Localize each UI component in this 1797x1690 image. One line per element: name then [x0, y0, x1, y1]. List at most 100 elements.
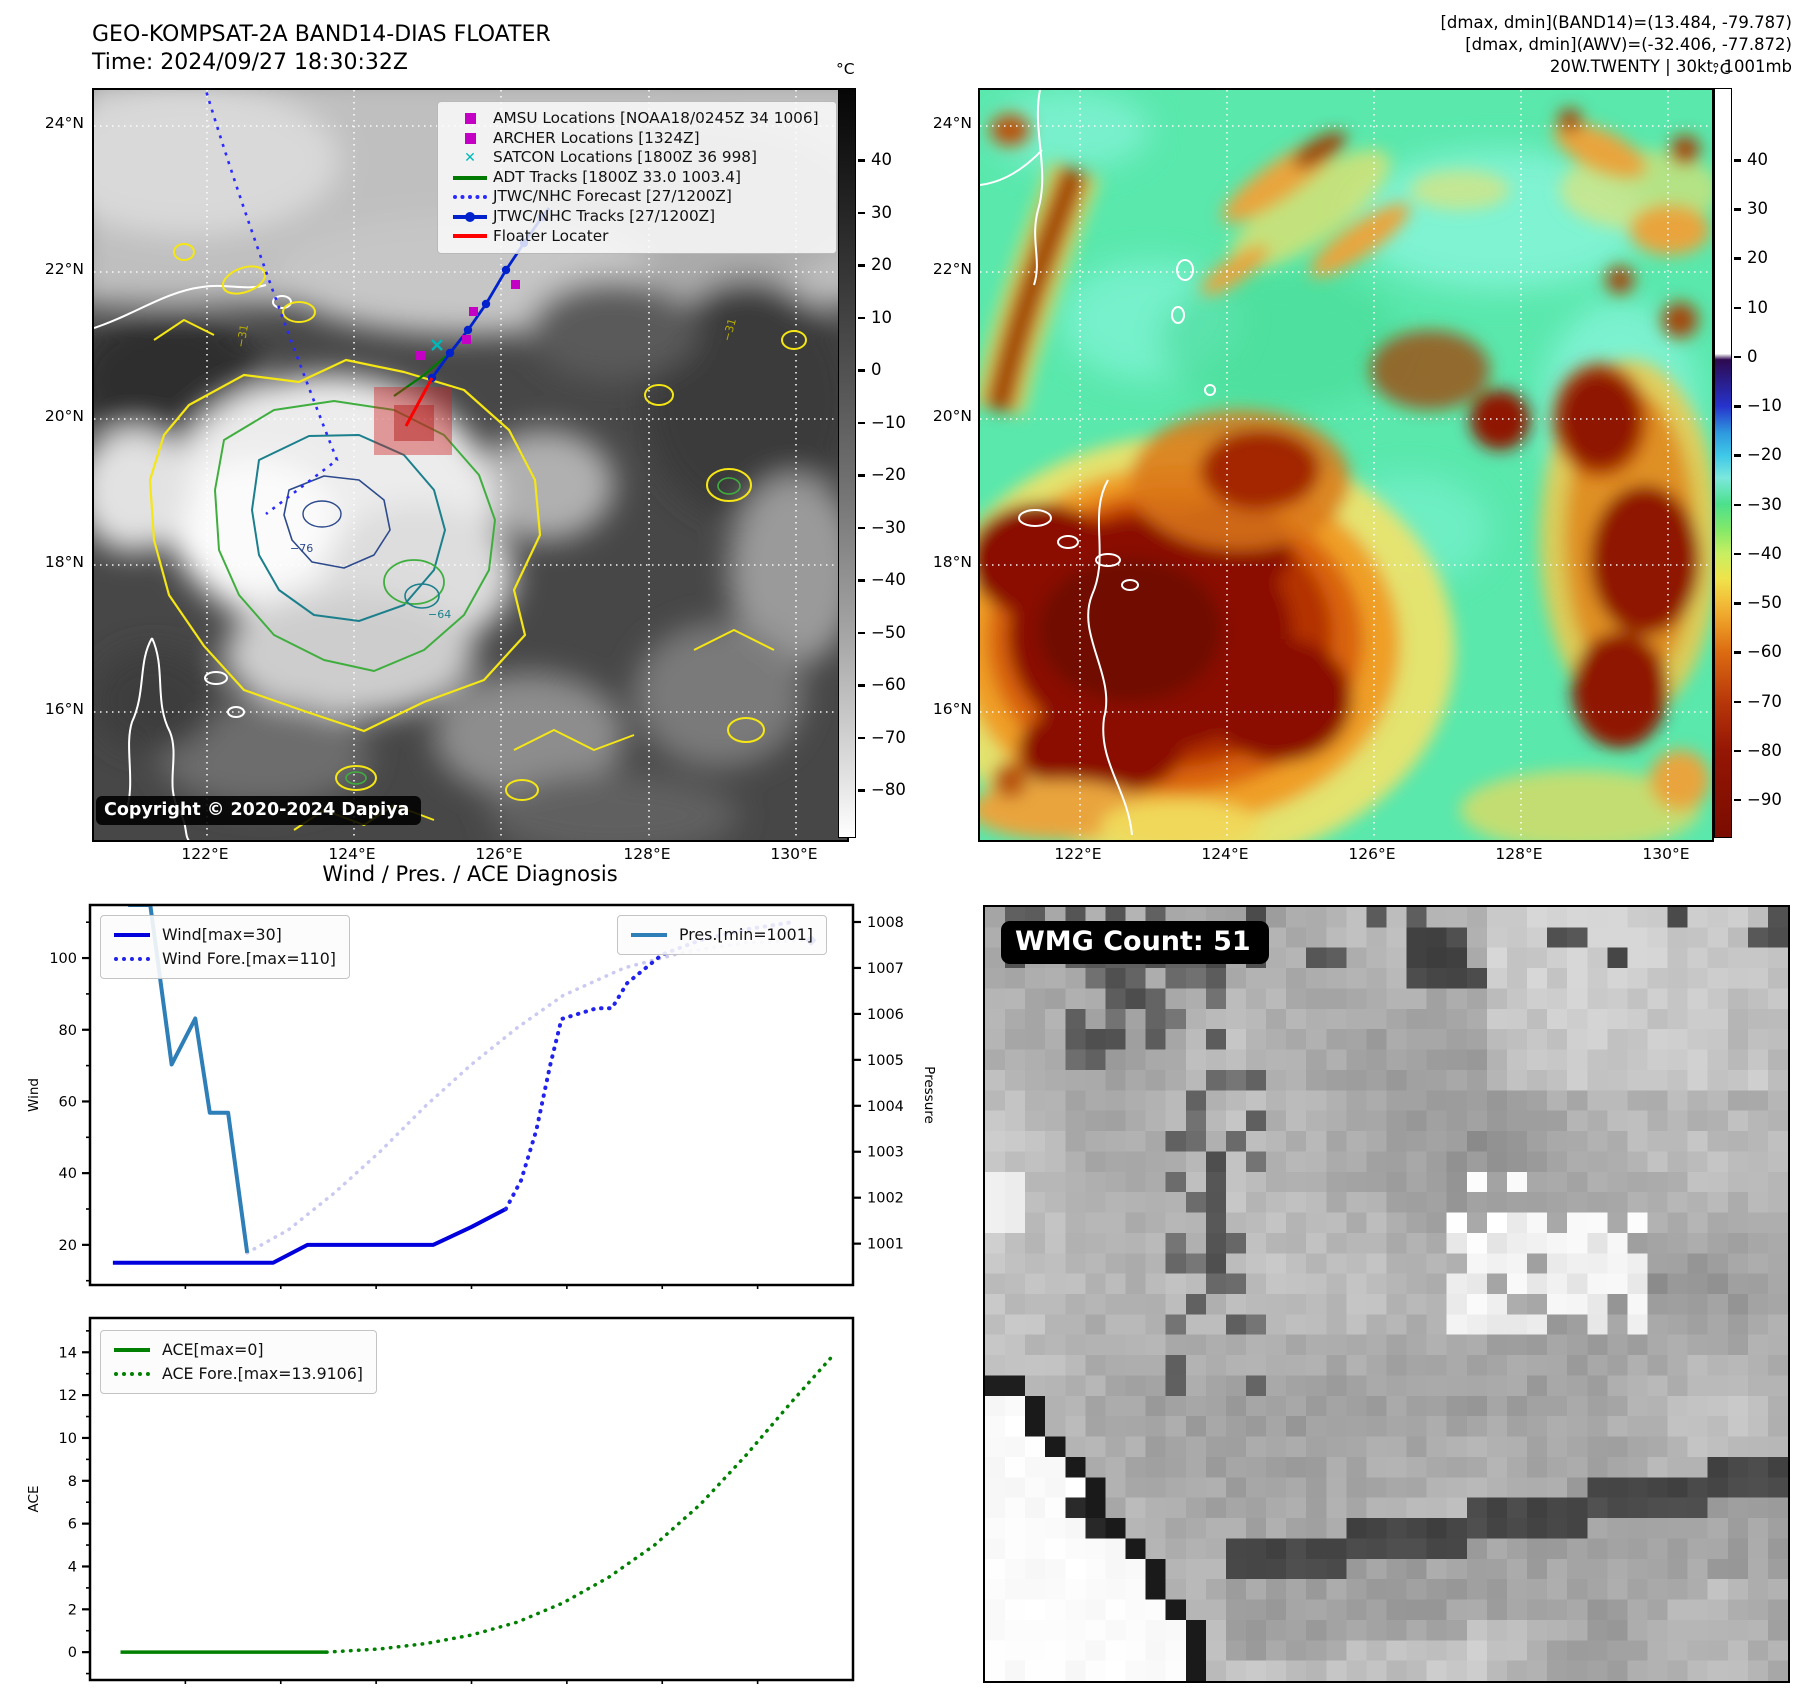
dotted-legend-icon	[453, 195, 487, 200]
x-legend-icon	[464, 148, 476, 168]
band14-colorbar	[838, 88, 856, 838]
awv-lat-label: 22°N	[932, 260, 972, 278]
band14-lat-label: 16°N	[44, 700, 84, 718]
svg-text:2: 2	[68, 1602, 77, 1618]
band14-title: GEO-KOMPSAT-2A BAND14-DIAS FLOATER	[92, 22, 551, 47]
svg-text:100: 100	[49, 951, 77, 967]
band14-lat-label: 20°N	[44, 407, 84, 425]
legend-item: Wind Fore.[max=110]	[114, 947, 336, 971]
awv-lon-label: 124°E	[1201, 845, 1249, 863]
line-legend-icon	[453, 175, 487, 180]
pres-legend: Pres.[min=1001]	[617, 915, 827, 955]
svg-text:80: 80	[59, 1023, 77, 1039]
graticule	[94, 90, 847, 840]
awv-header-line2: [dmax, dmin](AWV)=(-32.406, -77.872)	[1465, 35, 1792, 54]
band14-lon-label: 124°E	[328, 845, 376, 863]
legend-item-label: ACE Fore.[max=13.9106]	[162, 1364, 363, 1383]
awv-lat-label: 24°N	[932, 114, 972, 132]
svg-text:−31: −31	[720, 317, 739, 343]
legend-item-label: AMSU Locations [NOAA18/0245Z 34 1006]	[493, 109, 819, 127]
adt-track	[393, 355, 447, 397]
solid-line-legend-icon	[631, 933, 667, 937]
square-legend-icon	[464, 113, 476, 125]
legend-item-label: Wind[max=30]	[162, 925, 282, 944]
band14-lat-label: 18°N	[44, 553, 84, 571]
awv-colorbar	[1714, 88, 1732, 838]
legend-item-label: Wind Fore.[max=110]	[162, 949, 336, 968]
svg-text:1003: 1003	[867, 1145, 904, 1161]
linedot-legend-icon	[453, 211, 487, 222]
dotted-line-legend-icon	[114, 957, 150, 961]
band14-map: −76 −64 −31 −31 AMSU Locations [NOAA18/0…	[92, 88, 849, 842]
dotted-line-legend-icon	[114, 1372, 150, 1376]
legend-item: AMSU Locations [NOAA18/0245Z 34 1006]	[447, 109, 826, 129]
ace-legend: ACE[max=0] ACE Fore.[max=13.9106]	[100, 1330, 377, 1394]
awv-lat-label: 16°N	[932, 700, 972, 718]
copyright-badge: Copyright © 2020-2024 Dapiya	[96, 796, 422, 825]
legend-item-label: ACE[max=0]	[162, 1340, 264, 1359]
amsu-archer-markers	[416, 280, 520, 360]
awv-colorbar-unit: °C	[1712, 60, 1731, 78]
wind-legend: Wind[max=30] Wind Fore.[max=110]	[100, 915, 350, 979]
solid-line-legend-icon	[114, 1348, 150, 1352]
svg-text:14: 14	[59, 1345, 77, 1361]
legend-item-label: Pres.[min=1001]	[679, 925, 813, 944]
band14-lat-label: 22°N	[44, 260, 84, 278]
svg-text:−31: −31	[234, 323, 251, 348]
svg-text:40: 40	[59, 1166, 77, 1182]
svg-text:1008: 1008	[867, 915, 904, 931]
legend-item: Pres.[min=1001]	[631, 923, 813, 947]
svg-text:6: 6	[68, 1517, 77, 1533]
awv-lat-label: 18°N	[932, 553, 972, 571]
awv-map	[978, 88, 1714, 842]
coastline	[94, 284, 292, 840]
solid-line-legend-icon	[114, 933, 150, 937]
legend-item: SATCON Locations [1800Z 36 998]	[447, 148, 826, 168]
wmg-panel: WMG Count: 51	[983, 905, 1790, 1683]
legend-item-label: JTWC/NHC Forecast [27/1200Z]	[493, 187, 732, 206]
awv-lat-label: 20°N	[932, 407, 972, 425]
band14-lon-label: 122°E	[181, 845, 229, 863]
awv-lon-label: 130°E	[1642, 845, 1690, 863]
legend-item: JTWC/NHC Forecast [27/1200Z]	[447, 187, 826, 207]
legend-item: Floater Locater	[447, 227, 826, 247]
svg-text:8: 8	[68, 1474, 77, 1490]
band14-lat-label: 24°N	[44, 114, 84, 132]
svg-text:1006: 1006	[867, 1007, 904, 1023]
svg-text:Wind: Wind	[26, 1078, 42, 1112]
satcon-marker	[431, 339, 443, 351]
legend-item: JTWC/NHC Tracks [27/1200Z]	[447, 207, 826, 227]
svg-text:1001: 1001	[867, 1237, 904, 1253]
graticule	[980, 90, 1712, 840]
contour-value-labels: −76 −64 −31 −31	[234, 317, 739, 621]
awv-header: [dmax, dmin](BAND14)=(13.484, -79.787) […	[1080, 12, 1792, 78]
diagnosis-charts: 2040608010010011002100310041005100610071…	[26, 903, 937, 1684]
awv-lon-label: 122°E	[1054, 845, 1102, 863]
diagnosis-title: Wind / Pres. / ACE Diagnosis	[322, 862, 618, 886]
svg-text:Pressure: Pressure	[921, 1066, 937, 1124]
svg-text:−76: −76	[290, 542, 313, 555]
legend-item: ADT Tracks [1800Z 33.0 1003.4]	[447, 168, 826, 188]
band14-colorbar-unit: °C	[836, 60, 855, 78]
awv-colorbar-ticks: 40 30 20 10 0 −10 −20 −30 −40 −50 −60 −70 −80 −90	[1734, 88, 1797, 838]
awv-lon-label: 126°E	[1348, 845, 1396, 863]
svg-text:0: 0	[68, 1645, 77, 1661]
legend-item-label: Floater Locater	[493, 226, 609, 245]
legend-item-label: ADT Tracks [1800Z 33.0 1003.4]	[493, 167, 741, 186]
legend-item: Wind[max=30]	[114, 923, 336, 947]
svg-text:−64: −64	[428, 608, 451, 621]
legend-item: ACE[max=0]	[114, 1338, 363, 1362]
svg-text:1004: 1004	[867, 1099, 904, 1115]
svg-text:20: 20	[59, 1238, 77, 1254]
svg-text:4: 4	[68, 1559, 77, 1575]
legend-item-label: JTWC/NHC Tracks [27/1200Z]	[493, 206, 716, 225]
svg-text:1005: 1005	[867, 1053, 904, 1069]
legend-item-label: SATCON Locations [1800Z 36 998]	[493, 148, 758, 167]
band14-lon-label: 130°E	[770, 845, 818, 863]
awv-header-line3: 20W.TWENTY | 30kt, 1001mb	[1549, 57, 1792, 76]
svg-text:1002: 1002	[867, 1191, 904, 1207]
coastline	[980, 90, 1216, 836]
svg-text:60: 60	[59, 1094, 77, 1110]
wmg-count-badge: WMG Count: 51	[1001, 921, 1269, 964]
